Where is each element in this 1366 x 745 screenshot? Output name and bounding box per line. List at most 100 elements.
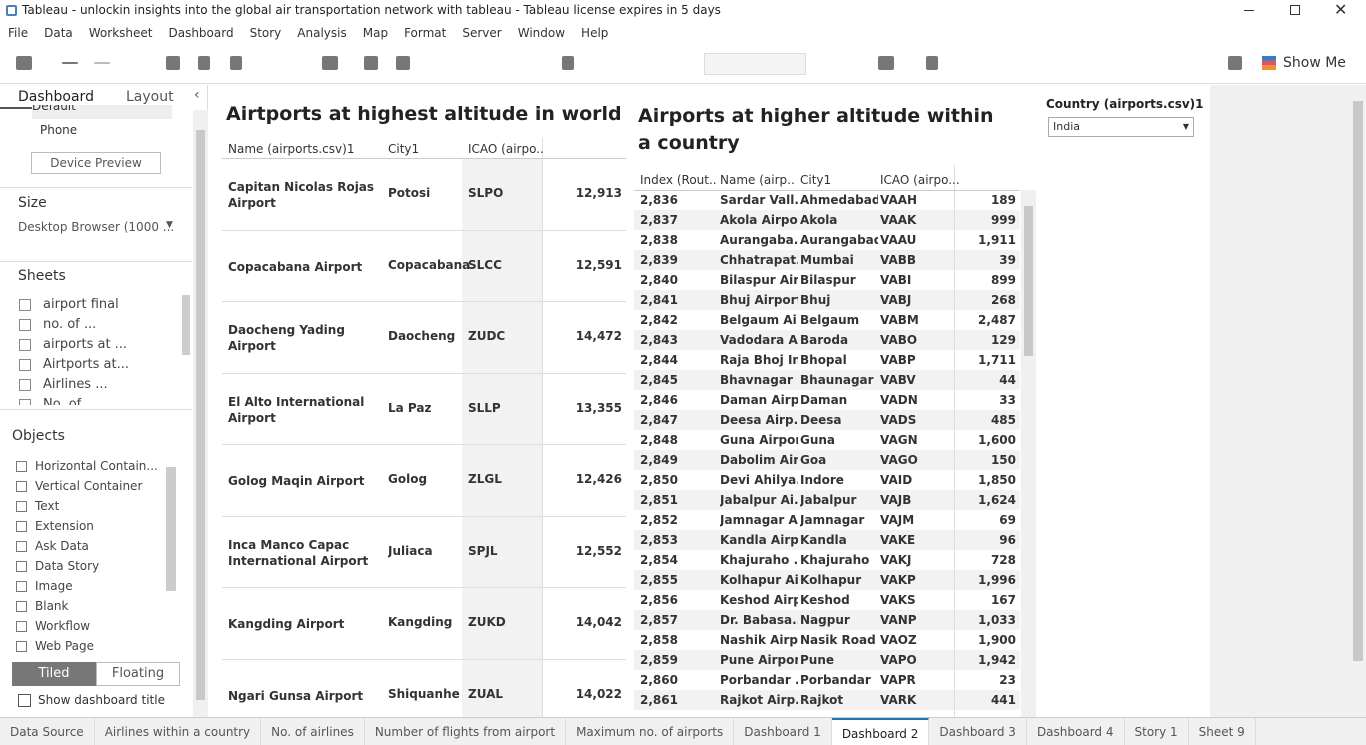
menu-item[interactable]: Format [404,26,447,40]
cell: VAKE [880,533,916,547]
object-item[interactable]: Horizontal Contain... [35,459,158,473]
sheet-icon [19,339,31,351]
sheet-item[interactable]: airports at ... [43,337,128,352]
menu-item[interactable]: Data [44,26,73,40]
menu-item[interactable]: Map [362,26,389,40]
cell: Khajuraho .. [720,553,798,567]
scrollbar[interactable] [166,467,176,591]
object-item[interactable]: Image [35,579,73,593]
column-header: City1 [800,173,832,187]
sheet-tab[interactable]: Story 1 [1125,718,1189,745]
cell: 899 [990,273,1016,287]
show-title-label[interactable]: Show dashboard title [38,693,165,707]
close[interactable]: ✕ [1334,0,1348,19]
sheet-tab[interactable]: No. of airlines [261,718,365,745]
cell: VAJB [880,493,912,507]
floating-button[interactable]: Floating [96,662,180,686]
cell: La Paz [388,400,432,415]
tiled-button[interactable]: Tiled [12,662,96,686]
object-item[interactable]: Blank [35,599,69,613]
new-sheet-icon[interactable] [322,56,338,70]
cell: Kandla [800,533,847,547]
highlight-icon[interactable] [562,56,574,70]
menu-item[interactable]: Analysis [297,26,347,40]
sheet-icon [19,379,31,391]
pause-icon[interactable] [230,56,242,70]
object-item[interactable]: Web Page [35,639,95,653]
cell: 2,852 [640,513,678,527]
sheet-tab[interactable]: Dashboard 4 [1027,718,1125,745]
scrollbar-thumb[interactable] [196,130,205,700]
cell: 728 [990,553,1016,567]
format-icon[interactable] [1228,56,1242,70]
sheet-item[interactable]: airport final [43,297,119,312]
sheet-tab[interactable]: Number of flights from airport [365,718,567,745]
sheet-item[interactable]: Airlines ... [43,377,108,392]
menu-item[interactable]: File [8,26,29,40]
scrollbar-thumb[interactable] [1024,206,1033,356]
cell: 1,850 [978,473,1016,487]
cell: Aurangaba.. [720,233,798,247]
menu-item[interactable]: Worksheet [88,26,153,40]
cell: 2,845 [640,373,678,387]
left-panel: Dashboard Layout ‹ Default Phone Device … [0,85,208,717]
presentation-icon[interactable] [878,56,894,70]
column-header: ICAO (airpo... [880,173,960,187]
object-item[interactable]: Data Story [35,559,100,573]
menu-item[interactable]: Help [581,26,609,40]
save-icon[interactable] [166,56,180,70]
duplicate-icon[interactable] [364,56,378,70]
filter-dropdown[interactable]: India ▼ [1048,117,1194,137]
sheet-tab[interactable]: Airlines within a country [95,718,262,745]
share-icon[interactable] [926,56,938,70]
checkbox[interactable] [18,694,31,707]
sheet-tab[interactable]: Maximum no. of airports [566,718,735,745]
scrollbar[interactable] [182,295,190,355]
scrollbar-thumb[interactable] [1353,101,1363,661]
menu-item[interactable]: Server [462,26,502,40]
sheet-item[interactable]: no. of ... [43,317,97,332]
sheet-item[interactable]: No. of [43,397,82,405]
menu-item[interactable]: Dashboard [168,26,234,40]
sheet-tab[interactable]: Sheet 9 [1189,718,1256,745]
object-item[interactable]: Text [35,499,60,513]
collapse[interactable]: ‹ [194,87,200,103]
panel-tab[interactable]: Dashboard [18,89,94,105]
sheet-tab[interactable]: Dashboard 3 [929,718,1027,745]
cell: 2,842 [640,313,678,327]
redo-icon[interactable] [94,62,110,64]
show-me[interactable]: Show Me [1283,55,1346,71]
undo-icon[interactable] [62,62,78,64]
fit-dropdown[interactable] [704,53,806,75]
cell: VAAK [880,213,917,227]
sheet-tab[interactable]: Dashboard 2 [831,718,930,745]
object-item[interactable]: Ask Data [35,539,89,553]
object-item[interactable]: Workflow [35,619,91,633]
panel-tab[interactable]: Layout [126,89,174,105]
show-me-icon[interactable] [1262,56,1276,70]
sheet-item[interactable]: Airtports at... [43,357,129,372]
home-icon[interactable] [16,56,32,70]
clear-icon[interactable] [396,56,410,70]
device-item[interactable]: Phone [40,123,78,137]
device-item[interactable]: Default [32,105,172,119]
new-datasource-icon[interactable] [198,56,210,70]
minimize[interactable] [1244,10,1254,11]
object-item[interactable]: Vertical Container [35,479,143,493]
menu-item[interactable]: Window [517,26,566,40]
size-dropdown[interactable]: Desktop Browser (1000 ... [18,220,175,234]
cell: 2,848 [640,433,678,447]
toolbar: Show Me [0,44,1366,84]
object-item[interactable]: Extension [35,519,94,533]
table-title: Airtports at highest altitude in world [226,103,622,125]
cell: 2,847 [640,413,678,427]
restore[interactable] [1290,5,1300,15]
cell: 96 [999,533,1016,547]
sheet-tab[interactable]: Dashboard 1 [734,718,832,745]
dropdown-arrow[interactable]: ▼ [166,220,173,230]
cell: SPJL [468,543,498,558]
cell: 2,839 [640,253,678,267]
sheet-tab[interactable]: Data Source [0,718,95,745]
device-preview-button[interactable]: Device Preview [31,152,161,174]
menu-item[interactable]: Story [249,26,282,40]
